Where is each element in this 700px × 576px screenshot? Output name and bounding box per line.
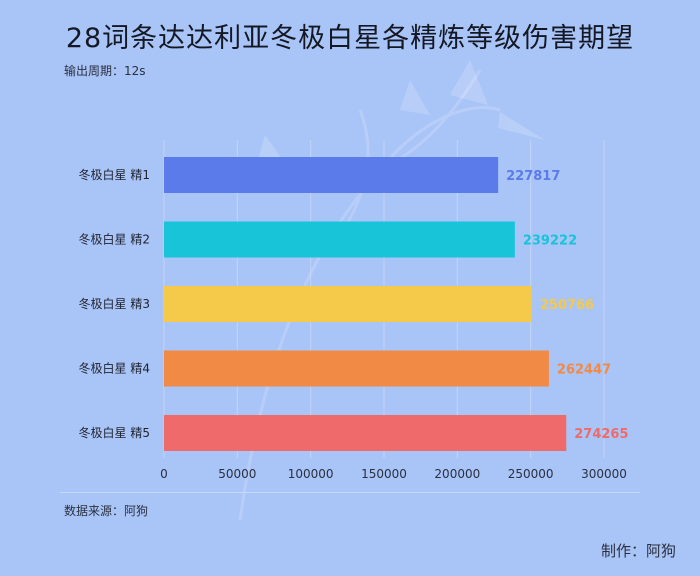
bar-value-label: 274265 bbox=[574, 427, 628, 442]
bar bbox=[164, 350, 549, 387]
x-tick-label: 250000 bbox=[508, 467, 554, 481]
x-tick-label: 150000 bbox=[361, 467, 407, 481]
bars: 227817 239222 250766 262447 274265 bbox=[164, 157, 629, 451]
category-label: 冬极白星 精2 bbox=[79, 232, 150, 247]
bar bbox=[164, 415, 567, 451]
x-tick-label: 0 bbox=[160, 467, 168, 481]
bar-value-label: 250766 bbox=[540, 298, 594, 313]
x-tick-label: 100000 bbox=[288, 467, 334, 481]
bar-value-label: 227817 bbox=[506, 169, 560, 184]
x-axis-ticks: 0 50000 100000 150000 200000 250000 300000 bbox=[160, 467, 627, 481]
bar bbox=[164, 221, 515, 258]
category-labels: 冬极白星 精1 冬极白星 精2 冬极白星 精3 冬极白星 精4 冬极白星 精5 bbox=[79, 167, 150, 440]
bar-value-label: 262447 bbox=[557, 363, 611, 378]
x-tick-label: 200000 bbox=[434, 467, 480, 481]
category-label: 冬极白星 精4 bbox=[79, 361, 150, 376]
bar-value-label: 239222 bbox=[523, 234, 577, 249]
category-label: 冬极白星 精1 bbox=[79, 167, 150, 182]
data-source-note: 数据来源：阿狗 bbox=[64, 504, 149, 518]
bar bbox=[164, 286, 532, 322]
credit-note: 制作：阿狗 bbox=[600, 542, 676, 560]
bar bbox=[164, 157, 499, 193]
category-label: 冬极白星 精5 bbox=[79, 425, 150, 440]
footer-divider bbox=[60, 492, 640, 493]
category-label: 冬极白星 精3 bbox=[79, 296, 150, 311]
x-tick-label: 300000 bbox=[581, 467, 627, 481]
x-tick-label: 50000 bbox=[218, 467, 256, 481]
chart-subtitle: 输出周期：12s bbox=[64, 64, 146, 78]
chart-title: 28词条达达利亚冬极白星各精炼等级伤害期望 bbox=[65, 23, 635, 54]
